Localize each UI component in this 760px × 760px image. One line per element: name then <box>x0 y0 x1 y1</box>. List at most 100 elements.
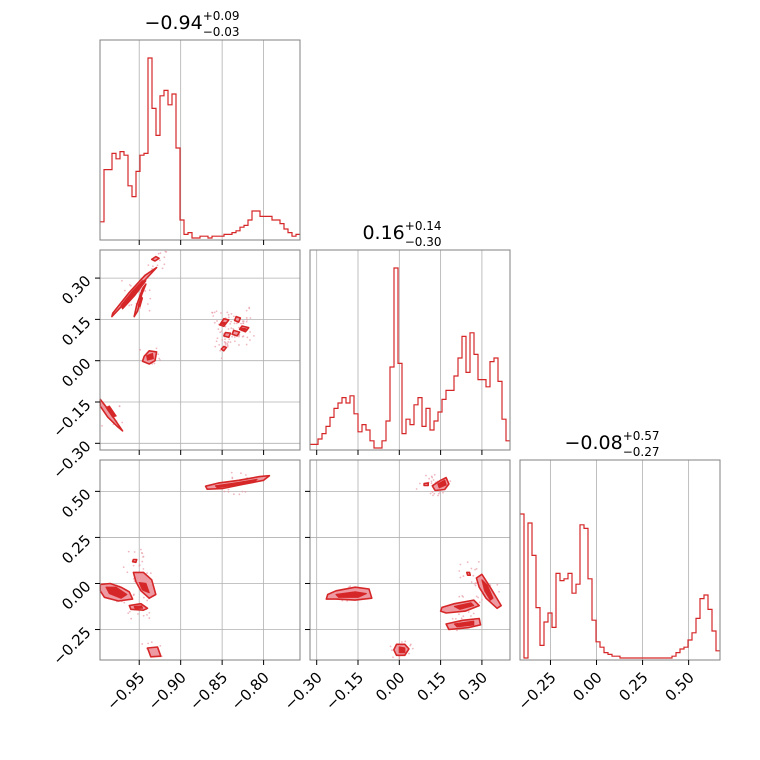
scatter-point <box>431 476 434 479</box>
scatter-point <box>138 564 141 566</box>
histogram-step <box>100 57 300 239</box>
scatter-point <box>475 595 478 598</box>
scatter-point <box>226 311 229 314</box>
scatter-point <box>466 561 469 564</box>
scatter-point <box>462 615 465 618</box>
scatter-point <box>221 339 224 341</box>
scatter-point <box>216 320 218 322</box>
scatter-point <box>220 312 222 314</box>
contour-layer <box>99 255 503 658</box>
scatter-point <box>241 335 244 338</box>
contour-inner <box>105 405 117 418</box>
scatter-point <box>458 595 461 598</box>
scatter-point <box>158 259 161 262</box>
scatter-point <box>213 311 216 314</box>
tick-label-x: −0.90 <box>145 668 190 713</box>
scatter-point <box>159 252 162 254</box>
tick-label-y: 0.25 <box>58 531 94 567</box>
contour-inner <box>453 620 475 628</box>
scatter-point <box>238 335 240 338</box>
scatter-point <box>408 652 410 655</box>
scatter-point <box>411 647 414 650</box>
scatter-point <box>153 362 156 365</box>
scatter-point <box>233 315 235 318</box>
contour-inner <box>239 327 247 332</box>
scatter-point <box>144 290 147 292</box>
scatter-point <box>139 348 142 351</box>
scatter-point <box>398 655 401 658</box>
tick-label-y: −0.30 <box>49 437 94 482</box>
scatter-point <box>241 490 244 493</box>
tick-label-x: −0.30 <box>281 668 326 713</box>
scatter-point <box>130 285 132 287</box>
scatter-point <box>248 306 251 309</box>
scatter-point <box>481 598 483 601</box>
contour-outer <box>146 646 162 658</box>
scatter-point <box>146 572 148 575</box>
scatter-point <box>249 317 252 319</box>
scatter-point <box>472 574 475 577</box>
scatter-point <box>148 309 151 312</box>
scatter-point <box>496 583 499 586</box>
scatter-point <box>121 279 123 282</box>
scatter-point <box>241 320 244 323</box>
tick-label-y: 0.00 <box>58 355 94 391</box>
scatter-point <box>140 548 142 551</box>
contour-inner <box>481 579 494 601</box>
scatter-point <box>459 576 462 579</box>
scatter-point <box>142 567 145 570</box>
tick-label-x: 0.25 <box>615 668 651 704</box>
contour-outer <box>231 329 241 337</box>
scatter-point <box>227 488 230 491</box>
scatter-point <box>474 584 477 587</box>
scatter-point <box>220 330 223 333</box>
scatter-point <box>418 482 421 485</box>
contour-outer <box>233 315 242 323</box>
title-upper-error: +0.57 <box>623 429 660 443</box>
scatter-point <box>432 494 434 497</box>
scatter-point <box>130 303 133 306</box>
scatter-point <box>246 336 249 339</box>
scatter-point <box>391 649 393 652</box>
scatter-point <box>389 645 392 648</box>
scatter-point <box>161 267 164 270</box>
scatter-point <box>142 596 145 599</box>
contour-inner <box>105 586 128 599</box>
scatter-point <box>475 567 478 570</box>
scatter-point <box>231 335 233 338</box>
grid-layer <box>100 40 690 660</box>
title-lower-error: −0.27 <box>623 445 660 459</box>
scatter-point <box>123 289 126 292</box>
scatter-point <box>458 570 461 572</box>
title-upper-error: +0.14 <box>405 219 442 233</box>
scatter-point <box>215 310 218 313</box>
scatter-point <box>220 357 223 360</box>
scatter-point <box>130 617 133 620</box>
scatter-point <box>228 338 231 341</box>
scatter-point <box>456 629 458 632</box>
contour-inner <box>137 296 144 308</box>
tick-label-x: −0.80 <box>228 668 273 713</box>
scatter-point <box>211 311 214 314</box>
scatter-point <box>449 480 452 483</box>
scatter-point <box>458 613 460 616</box>
scatter-point <box>213 321 216 324</box>
panel-title: −0.08+0.57 −0.27 <box>564 429 659 459</box>
tick-label-y: 0.50 <box>58 485 94 521</box>
contour-outer <box>131 558 138 564</box>
scatter-point <box>224 338 226 341</box>
scatter-point <box>429 492 432 495</box>
tick-label-y: 0.15 <box>58 313 94 349</box>
scatter-point <box>226 342 229 345</box>
scatter-point <box>133 593 135 596</box>
panel-title: 0.16+0.14 −0.30 <box>362 219 441 249</box>
scatter-point <box>226 344 229 347</box>
scatter-point <box>242 322 245 325</box>
scatter-point <box>428 477 431 480</box>
scatter-point <box>218 343 221 346</box>
scatter-point <box>235 322 238 325</box>
scatter-point <box>157 252 160 255</box>
title-lower-error: −0.03 <box>203 25 240 39</box>
scatter-point <box>477 596 479 599</box>
scatter-point <box>470 567 473 570</box>
